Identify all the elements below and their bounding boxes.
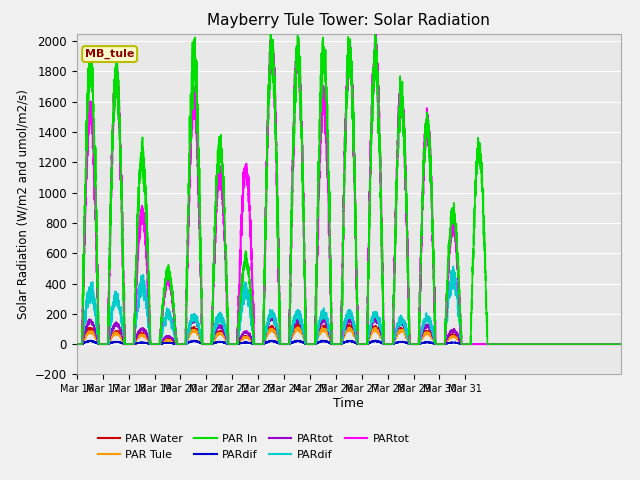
Legend: PAR Water, PAR Tule, PAR In, PARdif, PARtot, PARdif, PARtot: PAR Water, PAR Tule, PAR In, PARdif, PAR… (93, 430, 414, 464)
Text: MB_tule: MB_tule (85, 49, 134, 59)
Title: Mayberry Tule Tower: Solar Radiation: Mayberry Tule Tower: Solar Radiation (207, 13, 490, 28)
Y-axis label: Solar Radiation (W/m2 and umol/m2/s): Solar Radiation (W/m2 and umol/m2/s) (17, 89, 29, 319)
X-axis label: Time: Time (333, 397, 364, 410)
